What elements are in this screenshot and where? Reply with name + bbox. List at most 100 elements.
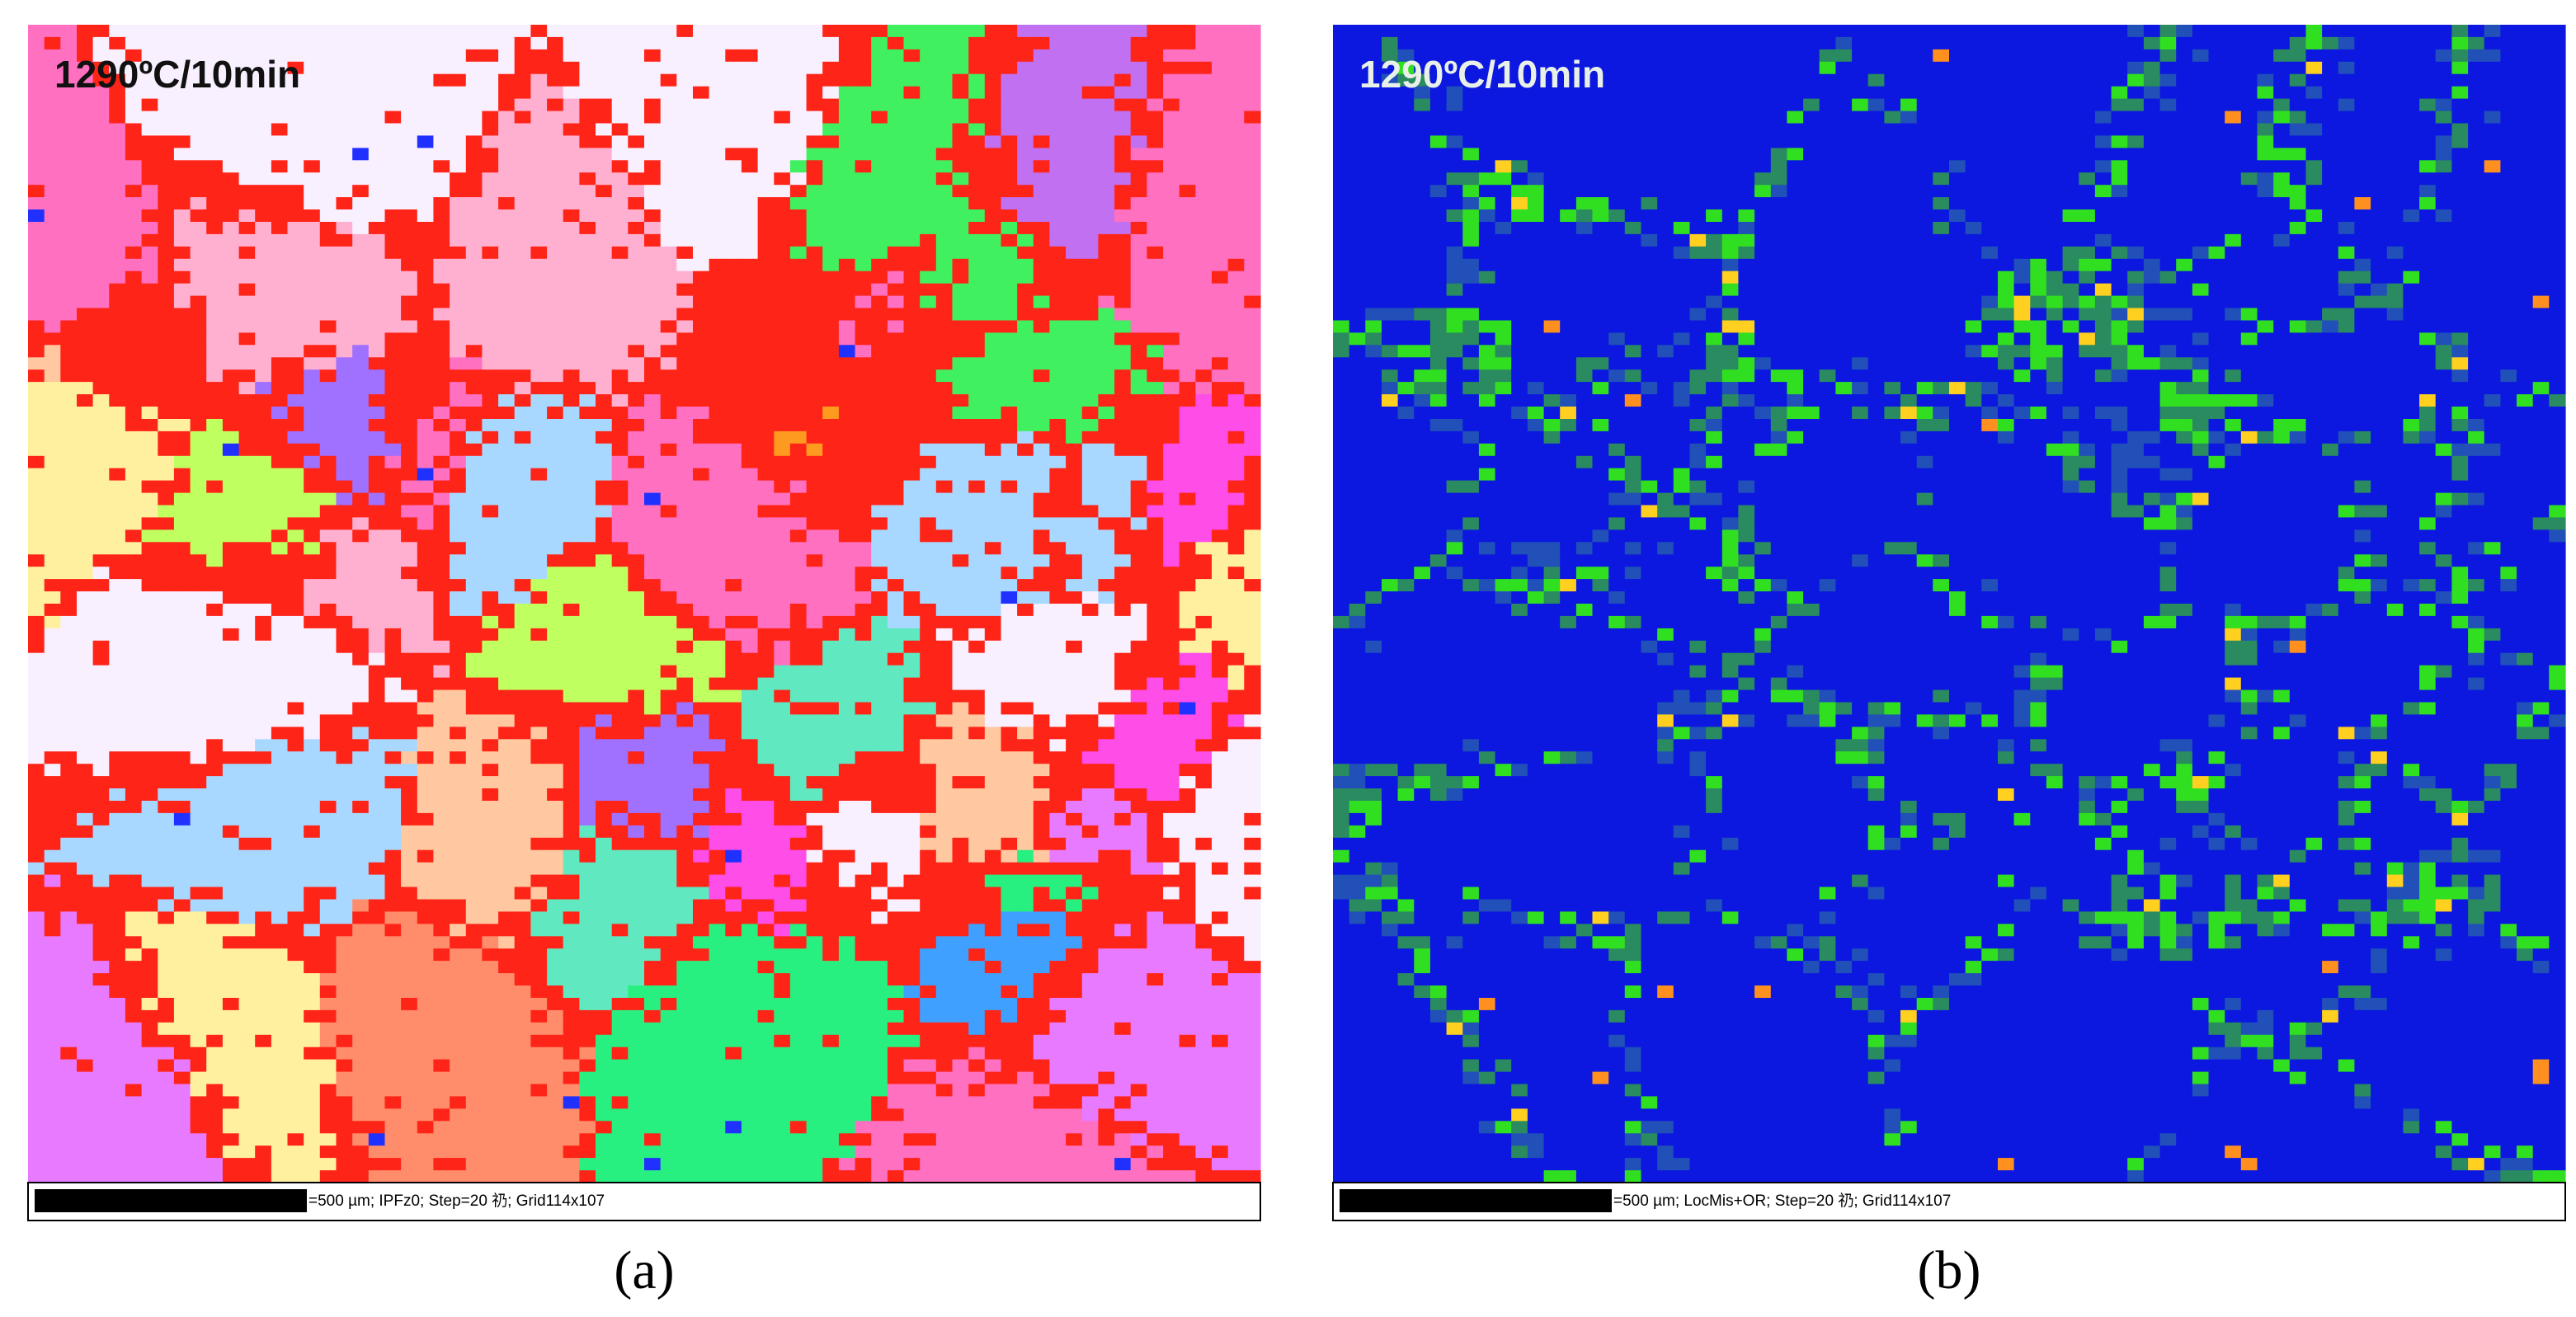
grain-pixel [611, 604, 629, 617]
grain-pixel [596, 665, 613, 679]
grain-pixel [1244, 148, 1261, 161]
grain-pixel [855, 665, 872, 679]
grain-pixel [1163, 714, 1180, 727]
grain-pixel [676, 529, 694, 543]
grain-pixel [1066, 430, 1083, 444]
grain-pixel [935, 689, 954, 703]
grain-pixel [563, 615, 580, 629]
grain-pixel [304, 788, 321, 802]
grain-pixel [222, 628, 240, 642]
grain-pixel [417, 407, 435, 420]
grain-pixel [417, 61, 435, 75]
grain-pixel [596, 443, 613, 457]
grain-pixel [401, 111, 418, 125]
grain-pixel [789, 812, 808, 826]
grain-pixel [109, 480, 126, 494]
grain-pixel [935, 788, 954, 802]
grain-pixel [725, 98, 742, 112]
grain-pixel [693, 246, 710, 260]
grain-pixel [141, 468, 158, 482]
grain-pixel [935, 529, 954, 543]
grain-pixel [547, 233, 564, 247]
grain-pixel [109, 567, 126, 580]
grain-pixel [125, 628, 143, 642]
grain-pixel [238, 123, 256, 136]
grain-pixel [498, 135, 516, 148]
grain-pixel [482, 801, 499, 814]
grain-pixel [1049, 542, 1067, 555]
grain-pixel [450, 185, 467, 198]
grain-pixel [158, 628, 175, 642]
grain-pixel [401, 567, 418, 580]
grain-pixel [871, 369, 888, 383]
grain-pixel [644, 542, 662, 555]
grain-pixel [1001, 652, 1018, 666]
grain-pixel [1066, 332, 1083, 346]
grain-pixel [92, 825, 110, 839]
grain-pixel [1049, 468, 1067, 482]
grain-pixel [903, 430, 921, 444]
grain-pixel [125, 233, 143, 247]
grain-pixel [1130, 283, 1147, 297]
grain-pixel [596, 270, 613, 285]
grain-pixel [77, 714, 94, 727]
grain-pixel [77, 407, 94, 420]
grain-pixel [822, 369, 840, 383]
grain-pixel [401, 788, 418, 802]
grain-pixel [579, 788, 596, 802]
grain-pixel [1066, 505, 1083, 518]
grain-pixel [158, 295, 175, 309]
grain-pixel [498, 615, 516, 629]
grain-pixel [1179, 49, 1196, 63]
grain-pixel [838, 579, 856, 592]
grain-pixel [44, 160, 61, 173]
grain-pixel [1017, 160, 1034, 173]
grain-pixel [222, 517, 240, 530]
grain-pixel [968, 407, 986, 420]
grain-pixel [855, 517, 872, 530]
grain-pixel [417, 739, 435, 752]
grain-pixel [741, 61, 759, 75]
grain-pixel [109, 394, 126, 407]
grain-pixel [206, 394, 224, 407]
grain-pixel [28, 197, 45, 210]
grain-pixel [465, 233, 483, 247]
grain-pixel [968, 283, 986, 297]
grain-pixel [1066, 197, 1083, 210]
grain-pixel [336, 640, 353, 654]
grain-pixel [368, 197, 386, 210]
grain-pixel [336, 529, 353, 543]
grain-pixel [1114, 160, 1132, 173]
grain-pixel [822, 492, 840, 506]
grain-pixel [28, 443, 45, 457]
grain-pixel [1163, 345, 1180, 358]
grain-pixel [433, 640, 450, 654]
grain-pixel [1130, 369, 1147, 383]
grain-pixel [579, 764, 596, 777]
grain-pixel [1049, 209, 1067, 223]
grain-pixel [28, 172, 45, 186]
grain-pixel [935, 160, 954, 173]
grain-pixel [676, 751, 694, 764]
grain-pixel [676, 382, 694, 395]
grain-pixel [1049, 640, 1067, 654]
grain-pixel [141, 801, 158, 814]
grain-pixel [190, 160, 207, 173]
grain-pixel [838, 492, 856, 506]
grain-pixel [530, 579, 548, 592]
grain-pixel [417, 628, 435, 642]
grain-pixel [774, 714, 791, 727]
grain-pixel [287, 764, 304, 777]
grain-pixel [173, 640, 191, 654]
grain-pixel [1212, 764, 1229, 777]
grain-pixel [725, 270, 742, 285]
grain-pixel [190, 591, 207, 604]
grain-pixel [450, 270, 467, 285]
grain-pixel [676, 172, 694, 186]
grain-pixel [401, 172, 418, 186]
grain-pixel [1049, 443, 1067, 457]
grain-pixel [741, 73, 759, 87]
grain-pixel [417, 148, 435, 161]
grain-pixel [304, 542, 321, 555]
grain-pixel [450, 86, 467, 100]
